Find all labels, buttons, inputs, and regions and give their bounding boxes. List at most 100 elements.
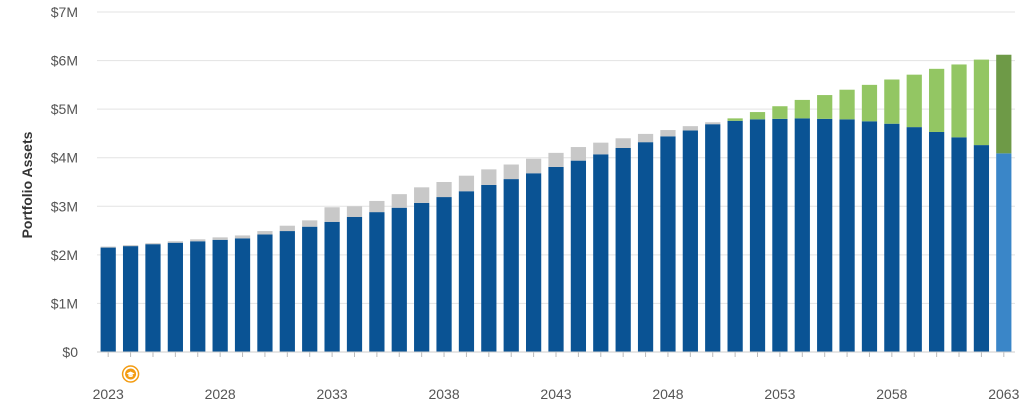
bar-segment-green-2051 [727,118,743,121]
x-tick-label: 2048 [652,386,683,402]
bar-segment-blue-2045 [593,154,609,352]
bar-segment-blue-2046 [615,148,631,352]
bar-segment-blue-2028 [212,239,228,352]
bar-segment-blue-2052 [749,119,766,352]
bar-segment-gray-2047 [637,133,654,143]
bar-segment-blue-2062 [973,145,990,352]
bar-segment-blue-2027 [190,241,206,352]
bar-segment-blue-2051 [727,120,743,352]
y-tick-label: $5M [51,101,78,117]
bar-segment-gray-2028 [212,237,228,240]
bar-segment-blue-2037 [414,202,430,352]
bar-segment-blue-2057 [861,121,878,352]
bar-segment-gray-2030 [257,231,273,235]
bar-segment-gray-2045 [593,142,609,155]
bar-segment-green-2054 [794,99,810,119]
bar-segment-gray-2029 [234,235,251,239]
x-tick-label: 2063 [988,386,1019,402]
bar-segment-blue-2029 [234,238,251,352]
bar-segment-blue-2055 [817,118,833,352]
bar-segment-gray-2024 [122,245,139,247]
bar-segment-gray-2031 [279,225,295,232]
bar-segment-gray-2044 [570,147,587,161]
bar-segment-blue-2058 [884,123,900,353]
bar-segment-gray-2035 [369,200,385,213]
bar-segment-blue-2032 [302,226,318,352]
bar-segment-green-2059 [906,74,922,128]
bar-segment-gray-2048 [660,130,676,137]
x-axis-ticks: 2023 2028 2033 2038 2043 2048 2053 2058 2063 [93,351,1020,402]
bar-segment-gray-2050 [705,122,721,125]
bar-segment-blue-2038 [436,197,452,352]
y-tick-label: $2M [51,247,78,263]
bar-segment-green-2056 [839,89,855,120]
bar-segment-blue-2059 [906,127,922,352]
x-tick-label: 2038 [428,386,459,402]
bar-segment-gray-2027 [190,239,206,242]
bar-segment-green-2053 [772,106,788,119]
bar-segment-gray-2043 [548,152,564,167]
bar-segment-blue-2026 [167,242,183,352]
bar-segment-gray-2026 [167,241,183,243]
x-tick-label: 2053 [764,386,795,402]
bar-segment-blue-2025 [145,244,161,352]
x-tick-label: 2033 [317,386,348,402]
bar-segment-blue-2053 [772,118,788,352]
bar-segment-blue-2036 [391,207,407,352]
bar-segment-blue-2035 [369,212,385,352]
bar-segment-blue-2061 [951,137,967,352]
bar-segment-blue-2043 [548,166,564,352]
bar-segment-gray-2034 [346,206,363,217]
bar-segment-gray-2023 [100,246,116,248]
bar-segment-blue-2050 [705,124,721,352]
y-tick-label: $7M [51,4,78,20]
bars [100,54,1012,353]
bar-segment-blue-2034 [346,216,363,352]
bar-segment-green-2063 [996,54,1012,154]
bar-segment-gray-2042 [526,158,542,174]
bar-segment-gray-2041 [503,164,519,180]
bar-segment-blue-2040 [481,184,497,352]
x-tick-label: 2058 [876,386,907,402]
bar-segment-blue-2048 [660,136,676,352]
bar-segment-blue-2039 [458,191,475,352]
bar-segment-green-2055 [817,95,833,119]
bar-segment-gray-2040 [481,169,497,185]
bar-segment-blue-2023 [100,247,116,352]
bar-segment-blue-2024 [122,246,139,352]
bar-segment-green-2052 [749,112,766,120]
y-tick-label: $0 [62,344,78,360]
x-tick-label: 2028 [205,386,236,402]
bar-segment-blue-2031 [279,231,295,352]
bar-segment-blue-2041 [503,179,519,352]
bar-segment-gray-2037 [414,187,430,203]
bar-segment-blue-2042 [526,173,542,352]
bar-segment-green-2062 [973,59,990,146]
y-tick-label: $3M [51,198,78,214]
bar-segment-gray-2025 [145,243,161,245]
y-axis-title: Portfolio Assets [19,131,35,238]
x-tick-label: 2023 [93,386,124,402]
bar-segment-green-2057 [861,84,878,122]
y-axis-ticks: $0 $1M $2M $3M $4M $5M $6M $7M [51,4,78,360]
bar-segment-gray-2046 [615,138,631,148]
bar-segment-blue-2049 [682,130,698,352]
x-tick-label: 2043 [540,386,571,402]
y-tick-label: $6M [51,53,78,69]
y-tick-label: $4M [51,150,78,166]
bar-segment-blue-2030 [257,234,273,352]
bar-segment-gray-2036 [391,194,407,208]
bar-segment-gray-2033 [324,207,340,222]
bar-segment-gray-2032 [302,220,318,227]
bar-segment-blue-2054 [794,118,810,353]
bar-segment-blue-2033 [324,221,340,352]
bar-segment-green-2058 [884,79,900,124]
event-marker [121,365,140,383]
bar-segment-blue-2047 [637,142,654,352]
bar-segment-gray-2038 [436,182,452,198]
graduation-cap-icon[interactable] [121,365,140,383]
bar-segment-blue-2056 [839,119,855,352]
bar-segment-green-2060 [929,68,945,132]
